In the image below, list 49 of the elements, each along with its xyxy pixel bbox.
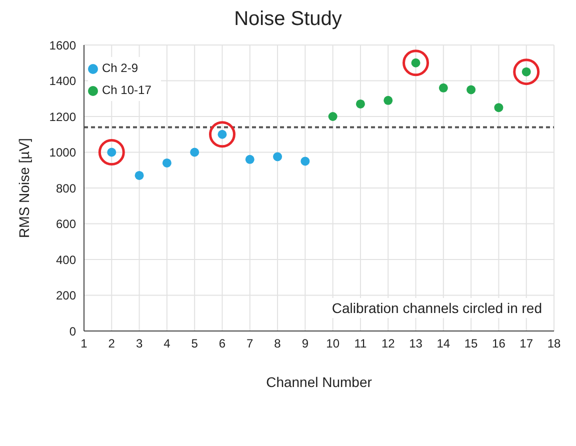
point: [356, 99, 365, 108]
point: [208, 121, 236, 148]
x-tick-label: 13: [409, 336, 423, 351]
x-tick-label: 4: [164, 336, 171, 351]
x-tick-label: 16: [492, 336, 506, 351]
y-tick-label: 800: [56, 181, 76, 196]
point: [466, 85, 476, 94]
y-tick-label: 1400: [49, 74, 76, 88]
x-tick-label: 2: [108, 336, 116, 351]
x-tick-label: 10: [326, 336, 340, 351]
x-tick-label: 11: [354, 336, 368, 351]
x-tick-label: 5: [191, 336, 198, 351]
legend-label: Ch 10-17: [102, 83, 152, 97]
x-tick-label: 18: [547, 336, 561, 351]
x-tick-label: 12: [381, 336, 396, 351]
y-tick-label: 1200: [49, 110, 76, 124]
point: [300, 156, 310, 166]
point: [402, 50, 430, 76]
x-tick-label: 8: [274, 336, 282, 351]
point: [98, 139, 125, 166]
point: [273, 152, 282, 162]
x-tick-label: 7: [246, 336, 254, 351]
x-tick-label: 15: [464, 336, 478, 351]
point: [384, 96, 393, 105]
point: [494, 103, 504, 112]
x-tick-label: 3: [136, 336, 143, 351]
point: [190, 148, 200, 157]
point: [162, 158, 172, 168]
y-axis-title: RMS Noise [µV]: [16, 138, 32, 238]
point: [134, 170, 144, 180]
x-tick-label: 17: [520, 336, 534, 351]
point: [513, 58, 540, 86]
point: [328, 112, 338, 121]
point: [438, 83, 448, 92]
legend-label: Ch 2-9: [102, 61, 138, 75]
x-tick-label: 9: [302, 336, 309, 351]
point: [245, 154, 254, 164]
annotation: Calibration channels circled in red: [326, 298, 548, 318]
y-tick-label: 600: [56, 217, 76, 232]
y-tick-label: 200: [56, 288, 76, 303]
x-axis-title: Channel Number: [266, 374, 372, 390]
x-tick-label: 1: [80, 336, 88, 351]
y-tick-label: 400: [56, 252, 76, 267]
y-tick-label: 1000: [49, 146, 76, 160]
y-tick-label: 0: [69, 324, 76, 338]
chart-title: Noise Study: [233, 8, 343, 31]
x-tick-label: 14: [436, 336, 450, 351]
x-tick-label: 6: [218, 336, 226, 351]
y-tick-label: 1600: [49, 38, 76, 52]
